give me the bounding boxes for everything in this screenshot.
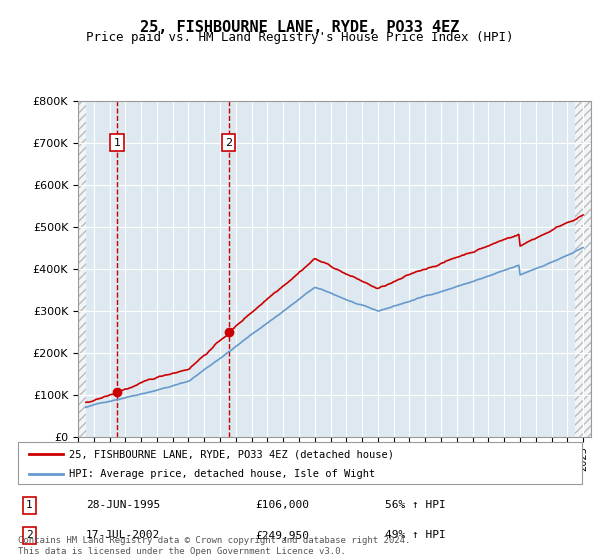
Text: Contains HM Land Registry data © Crown copyright and database right 2024.
This d: Contains HM Land Registry data © Crown c… xyxy=(18,536,410,556)
Bar xyxy=(78,101,86,437)
Text: Price paid vs. HM Land Registry's House Price Index (HPI): Price paid vs. HM Land Registry's House … xyxy=(86,31,514,44)
Bar xyxy=(575,101,591,437)
FancyBboxPatch shape xyxy=(18,442,582,484)
Bar xyxy=(575,101,591,437)
Text: 2: 2 xyxy=(26,530,32,540)
Text: 28-JUN-1995: 28-JUN-1995 xyxy=(86,500,160,510)
Text: 1: 1 xyxy=(26,500,32,510)
Text: 56% ↑ HPI: 56% ↑ HPI xyxy=(385,500,445,510)
Text: 25, FISHBOURNE LANE, RYDE, PO33 4EZ (detached house): 25, FISHBOURNE LANE, RYDE, PO33 4EZ (det… xyxy=(69,449,394,459)
Text: £106,000: £106,000 xyxy=(255,500,309,510)
Text: 2: 2 xyxy=(225,138,232,148)
Bar xyxy=(78,101,86,437)
Text: 49% ↑ HPI: 49% ↑ HPI xyxy=(385,530,445,540)
Text: 25, FISHBOURNE LANE, RYDE, PO33 4EZ: 25, FISHBOURNE LANE, RYDE, PO33 4EZ xyxy=(140,20,460,35)
Text: 1: 1 xyxy=(114,138,121,148)
Text: HPI: Average price, detached house, Isle of Wight: HPI: Average price, detached house, Isle… xyxy=(69,469,375,479)
Text: £249,950: £249,950 xyxy=(255,530,309,540)
Text: 17-JUL-2002: 17-JUL-2002 xyxy=(86,530,160,540)
